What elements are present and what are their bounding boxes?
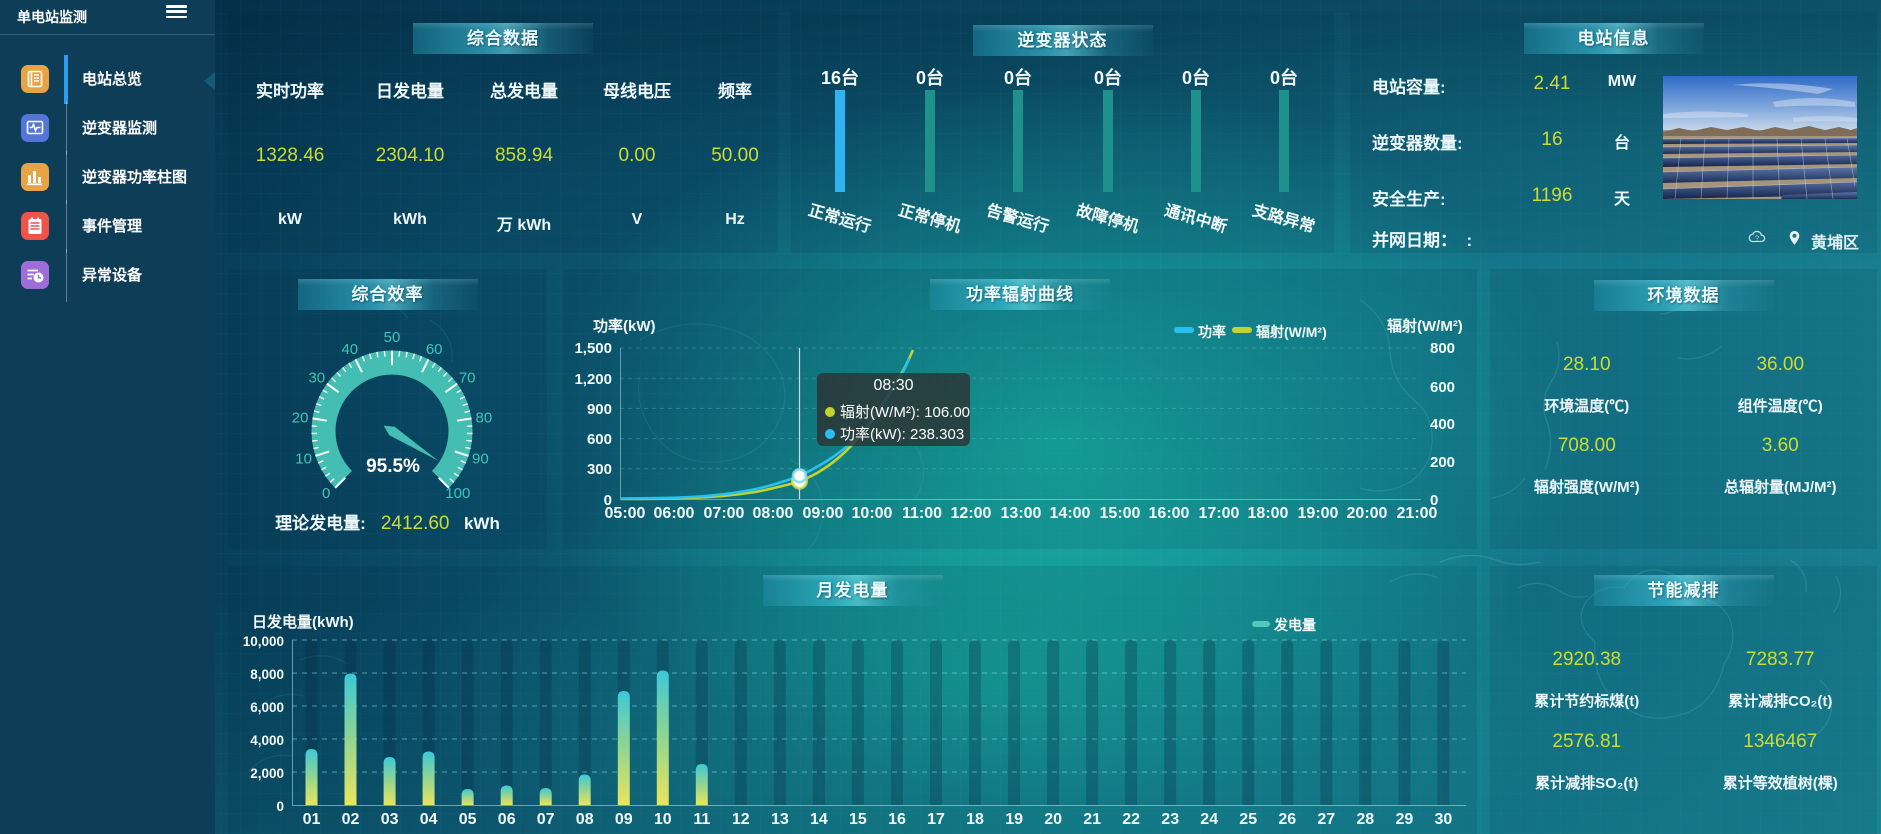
- svg-text:0: 0: [604, 492, 612, 509]
- svg-text:13:00: 13:00: [1001, 505, 1042, 522]
- svg-text:02: 02: [342, 811, 360, 828]
- svg-text:600: 600: [1430, 379, 1455, 396]
- svg-text:800: 800: [1430, 340, 1455, 357]
- svg-text:17:00: 17:00: [1199, 505, 1240, 522]
- svg-text:25: 25: [1239, 811, 1257, 828]
- svg-text:200: 200: [1430, 454, 1455, 471]
- svg-text:06: 06: [498, 811, 516, 828]
- svg-text:400: 400: [1430, 416, 1455, 433]
- svg-text:12:00: 12:00: [951, 505, 992, 522]
- svg-text:40: 40: [341, 341, 358, 358]
- svg-text:0: 0: [1430, 492, 1438, 509]
- svg-text:0: 0: [322, 485, 330, 502]
- svg-text:1,500: 1,500: [574, 340, 612, 357]
- svg-text:05: 05: [459, 811, 477, 828]
- svg-text:30: 30: [308, 369, 325, 386]
- svg-text:功率(kW): 功率(kW): [593, 317, 656, 335]
- svg-text:50: 50: [384, 329, 401, 346]
- svg-text:11:00: 11:00: [902, 505, 942, 522]
- svg-text:06:00: 06:00: [654, 505, 695, 522]
- svg-text:10:00: 10:00: [852, 505, 893, 522]
- svg-text:30: 30: [1435, 811, 1453, 828]
- svg-text:80: 80: [476, 410, 493, 427]
- svg-text:18: 18: [966, 811, 984, 828]
- svg-text:05:00: 05:00: [605, 505, 646, 522]
- svg-text:15:00: 15:00: [1100, 505, 1141, 522]
- svg-text:100: 100: [445, 485, 470, 502]
- svg-text:16: 16: [888, 811, 906, 828]
- svg-text:08:00: 08:00: [753, 505, 794, 522]
- svg-text:08: 08: [576, 811, 594, 828]
- svg-text:19: 19: [1005, 811, 1023, 828]
- svg-text:26: 26: [1278, 811, 1296, 828]
- svg-text:95.5%: 95.5%: [366, 456, 420, 477]
- svg-text:90: 90: [472, 451, 489, 468]
- svg-text:16:00: 16:00: [1149, 505, 1190, 522]
- svg-text:21: 21: [1083, 811, 1101, 828]
- svg-text:09:00: 09:00: [803, 505, 844, 522]
- svg-text:8,000: 8,000: [250, 667, 284, 682]
- svg-text:900: 900: [587, 401, 612, 418]
- svg-text:70: 70: [459, 369, 476, 386]
- svg-text:09: 09: [615, 811, 633, 828]
- svg-text:28: 28: [1356, 811, 1374, 828]
- svg-text:10: 10: [295, 451, 312, 468]
- svg-text:23: 23: [1161, 811, 1179, 828]
- svg-text:辐射(W/M²): 辐射(W/M²): [1387, 317, 1463, 335]
- svg-text:01: 01: [303, 811, 321, 828]
- svg-text:?: ?: [1755, 234, 1759, 243]
- svg-text:14: 14: [810, 811, 828, 828]
- svg-text:24: 24: [1200, 811, 1218, 828]
- svg-text:14:00: 14:00: [1050, 505, 1091, 522]
- svg-text:03: 03: [381, 811, 399, 828]
- svg-text:10,000: 10,000: [243, 634, 284, 649]
- svg-text:04: 04: [420, 811, 438, 828]
- svg-text:29: 29: [1396, 811, 1414, 828]
- svg-text:60: 60: [426, 341, 443, 358]
- svg-text:17: 17: [927, 811, 945, 828]
- svg-text:0: 0: [276, 799, 284, 814]
- svg-text:07: 07: [537, 811, 555, 828]
- svg-text:19:00: 19:00: [1298, 505, 1339, 522]
- svg-text:18:00: 18:00: [1248, 505, 1289, 522]
- svg-text:21:00: 21:00: [1397, 505, 1438, 522]
- svg-text:22: 22: [1122, 811, 1140, 828]
- svg-text:20: 20: [292, 410, 309, 427]
- svg-text:15: 15: [849, 811, 867, 828]
- svg-text:600: 600: [587, 431, 612, 448]
- svg-text:6,000: 6,000: [250, 700, 284, 715]
- svg-text:07:00: 07:00: [704, 505, 745, 522]
- svg-text:12: 12: [732, 811, 750, 828]
- svg-text:300: 300: [587, 461, 612, 478]
- svg-text:27: 27: [1317, 811, 1335, 828]
- svg-text:4,000: 4,000: [250, 733, 284, 748]
- svg-text:发电量: 发电量: [1273, 617, 1316, 633]
- svg-text:20:00: 20:00: [1347, 505, 1388, 522]
- svg-text:2,000: 2,000: [250, 766, 284, 781]
- svg-text:功率: 功率: [1198, 324, 1226, 340]
- svg-text:1,200: 1,200: [574, 371, 612, 388]
- svg-text:日发电量(kWh): 日发电量(kWh): [252, 613, 354, 631]
- svg-text:20: 20: [1044, 811, 1062, 828]
- svg-text:13: 13: [771, 811, 789, 828]
- svg-text:10: 10: [654, 811, 672, 828]
- svg-text:辐射(W/M²): 辐射(W/M²): [1256, 324, 1327, 340]
- svg-text:11: 11: [693, 811, 710, 828]
